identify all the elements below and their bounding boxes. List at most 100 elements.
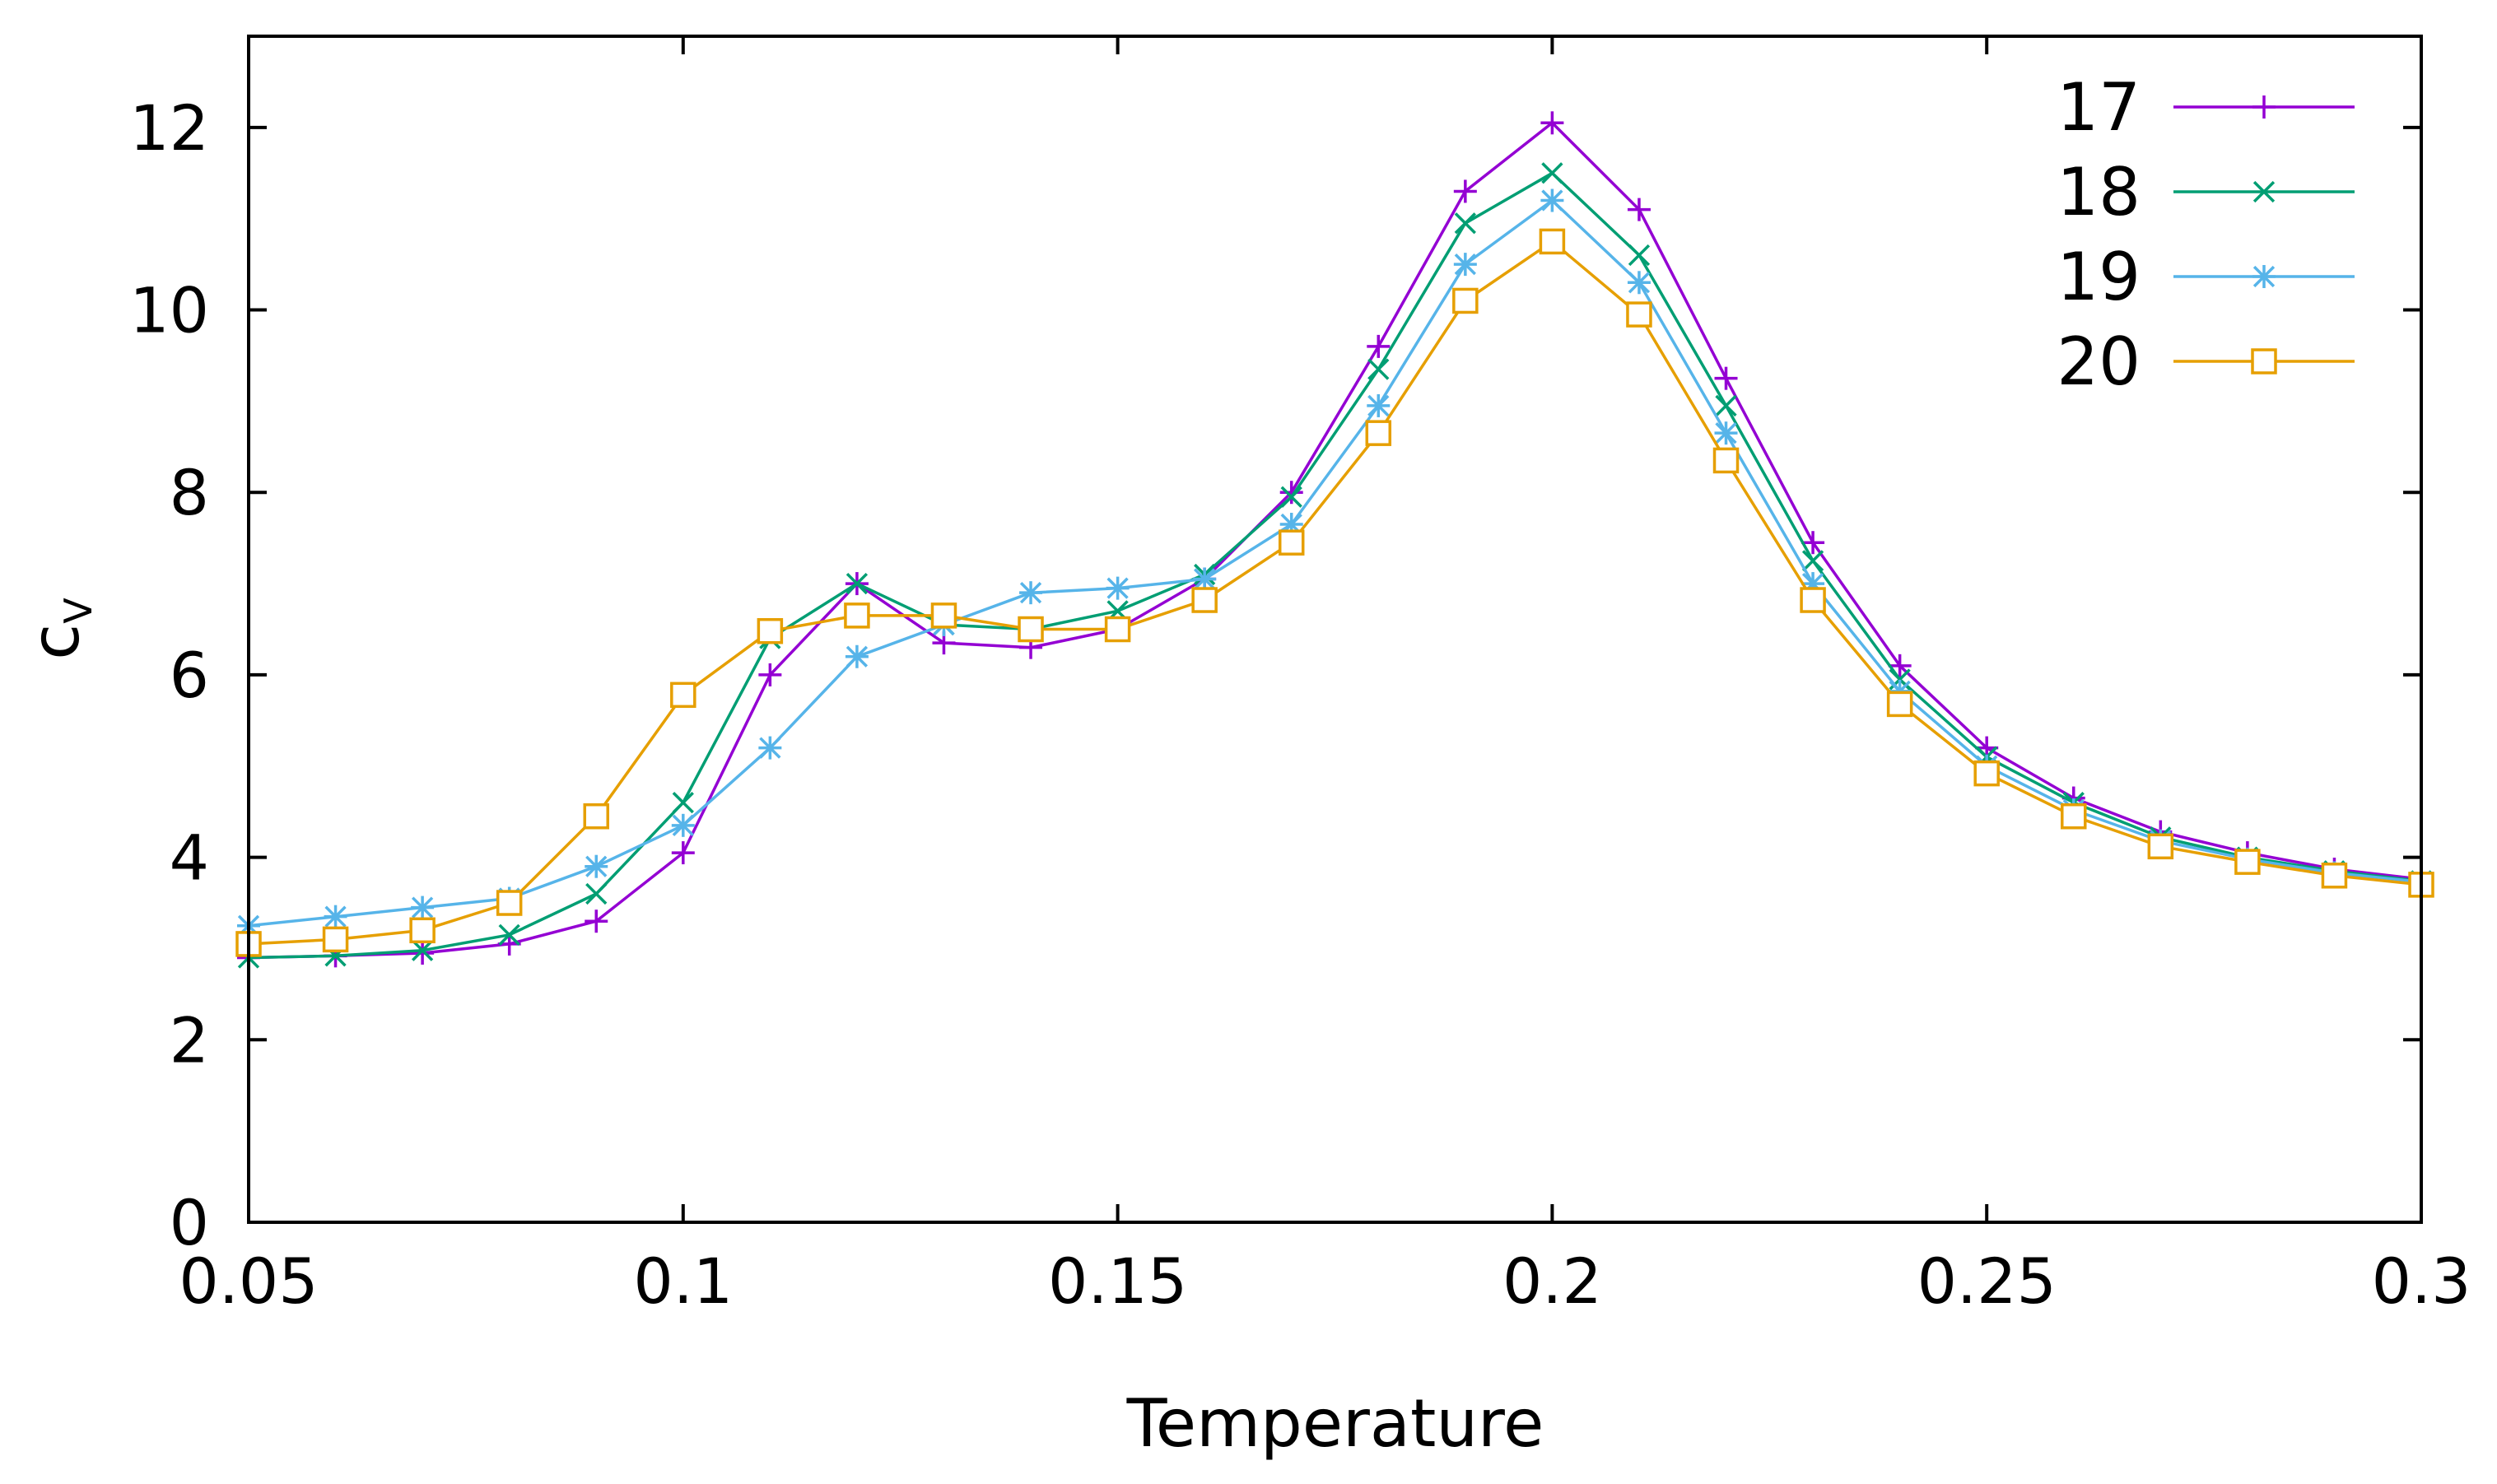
x-tick-label: 0.2: [1502, 1244, 1602, 1318]
data-point-square: [2061, 802, 2087, 830]
data-point-star: [1019, 581, 1043, 605]
data-point-plus: [1627, 198, 1651, 221]
data-point-square: [322, 926, 349, 953]
data-point-cross: [1715, 394, 1737, 417]
series-layer: [235, 111, 2434, 970]
data-point-star: [1367, 393, 1391, 417]
data-point-square: [670, 682, 696, 709]
series-line-17: [248, 121, 2422, 960]
data-point-square: [757, 617, 784, 644]
legend-label: 18: [2057, 154, 2141, 230]
data-point-square: [1191, 587, 1218, 613]
legend-item-18: 18: [2057, 154, 2355, 230]
data-point-square: [1278, 529, 1305, 556]
axis-tick-labels: 0.05 0.1 0.15 0.2 0.25 0.3 0 2 4 6 8 10 12: [129, 91, 2471, 1318]
data-point-cross: [2252, 180, 2276, 203]
data-point-plus: [2252, 95, 2276, 119]
series-line-20: [248, 240, 2422, 946]
data-point-star: [1627, 271, 1651, 295]
legend-label: 20: [2057, 323, 2141, 400]
data-point-square: [409, 917, 436, 944]
data-point-plus: [1714, 366, 1738, 390]
data-point-plus: [758, 663, 782, 686]
x-axis-label: Temperature: [1126, 1385, 1544, 1462]
data-point-cross: [1280, 486, 1302, 508]
data-point-cross: [1801, 550, 1824, 572]
series-line-18: [248, 171, 2422, 960]
data-point-plus: [585, 909, 608, 933]
y-tick-label: 0: [170, 1186, 209, 1259]
data-point-star: [411, 896, 435, 919]
legend-item-19: 19: [2057, 239, 2355, 315]
data-point-plus: [1367, 334, 1391, 358]
data-point-star: [758, 736, 782, 760]
data-point-square: [1104, 616, 1131, 643]
legend-item-17: 17: [2057, 69, 2355, 146]
data-point-square: [2147, 833, 2174, 860]
x-tick-label: 0.3: [2372, 1244, 2471, 1318]
data-point-plus: [1540, 111, 1564, 135]
data-point-square: [1365, 420, 1392, 446]
y-axis-label-main: c: [17, 624, 94, 660]
legend: 17 18 19 20: [2057, 69, 2355, 400]
y-tick-label: 12: [129, 91, 209, 165]
data-point-plus: [1801, 531, 1825, 555]
data-point-square: [1800, 587, 1826, 613]
y-axis-label: cV: [17, 598, 100, 660]
data-point-star: [1453, 253, 1477, 277]
data-point-square: [496, 890, 523, 916]
data-point-cross: [585, 882, 608, 905]
y-tick-label: 4: [170, 821, 209, 895]
data-point-square: [1712, 447, 1740, 474]
data-point-square: [1452, 287, 1479, 314]
legend-label: 17: [2057, 69, 2141, 146]
x-tick-label: 0.25: [1917, 1244, 2057, 1318]
data-point-star: [1193, 567, 1217, 591]
data-point-square: [930, 602, 957, 629]
data-point-star: [2252, 265, 2276, 288]
legend-label: 19: [2057, 239, 2141, 315]
data-point-square: [1886, 691, 1913, 718]
data-point-square: [1018, 616, 1044, 643]
data-point-plus: [411, 942, 435, 965]
x-tick-label: 0.1: [633, 1244, 733, 1318]
data-point-plus: [671, 841, 695, 865]
data-point-square: [1626, 301, 1652, 328]
data-point-star: [845, 644, 869, 668]
data-point-star: [1106, 576, 1130, 600]
data-point-cross: [672, 791, 694, 814]
y-tick-label: 10: [129, 274, 209, 347]
data-point-square: [2321, 863, 2348, 889]
legend-item-20: 20: [2057, 323, 2355, 400]
x-tick-label: 0.05: [179, 1244, 318, 1318]
data-point-cross: [1541, 162, 1563, 184]
data-point-square: [1973, 760, 2000, 787]
plot-frame: [247, 35, 2423, 1224]
data-point-cross: [846, 572, 869, 595]
data-point-star: [585, 854, 608, 878]
x-tick-label: 0.15: [1048, 1244, 1187, 1318]
data-point-square: [2234, 849, 2261, 875]
data-point-star: [1714, 421, 1738, 445]
data-point-square: [844, 602, 870, 629]
data-point-cross: [411, 939, 434, 961]
data-point-cross: [1628, 244, 1651, 267]
series-line-19: [248, 198, 2422, 928]
data-point-star: [671, 813, 695, 837]
data-point-cross: [1454, 212, 1476, 235]
data-point-plus: [1888, 654, 1912, 677]
data-point-square: [1539, 228, 1566, 255]
data-point-square: [583, 802, 609, 830]
data-point-plus: [1279, 481, 1303, 505]
data-point-cross: [1367, 358, 1390, 380]
data-point-plus: [1453, 179, 1477, 203]
data-point-square: [2251, 348, 2277, 374]
data-point-star: [1540, 188, 1564, 212]
y-tick-label: 8: [170, 456, 209, 529]
y-tick-label: 6: [170, 639, 209, 712]
data-point-cross: [498, 923, 520, 946]
data-point-star: [324, 905, 347, 928]
y-tick-label: 2: [170, 1003, 209, 1077]
y-axis-label-subscript: V: [56, 598, 100, 624]
